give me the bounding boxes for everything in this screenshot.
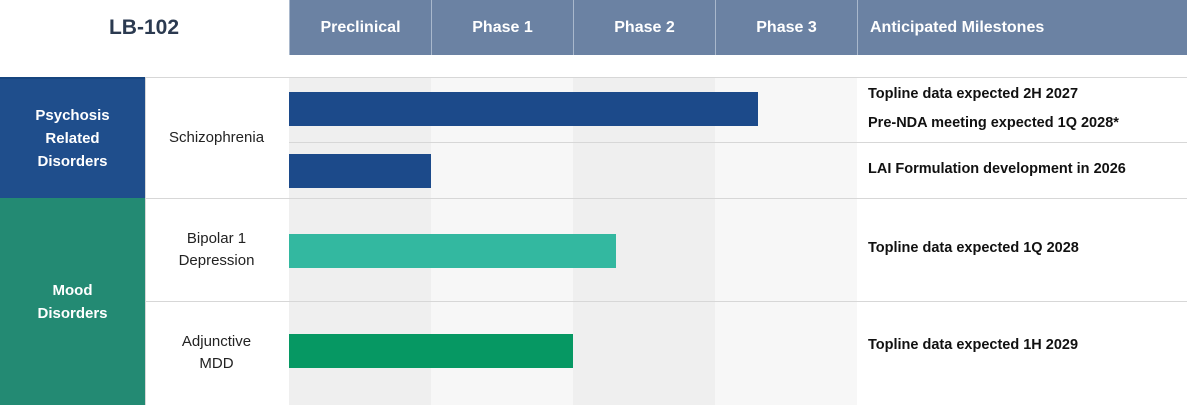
milestones-header: Anticipated Milestones — [857, 0, 1187, 55]
phase-header-phase-3: Phase 3 — [715, 0, 857, 55]
indication-bipolar: Bipolar 1 Depression — [145, 198, 288, 301]
row-divider — [145, 77, 1187, 78]
bar-adjunctive-mdd — [289, 334, 573, 368]
category-mood-line: Disorders — [37, 304, 108, 322]
indication-label: Bipolar 1 — [186, 229, 247, 247]
drug-title: LB-102 — [108, 15, 180, 39]
indication-label: Schizophrenia — [168, 128, 265, 146]
bar-schizophrenia — [289, 92, 758, 126]
bar-schizophrenia-lai — [289, 154, 431, 188]
category-psychosis-line: Psychosis — [35, 107, 110, 124]
category-mood: Mood Disorders — [0, 198, 145, 405]
indication-label: Depression — [178, 251, 255, 269]
milestone-text: LAI Formulation development in 2026 — [868, 161, 1126, 177]
phase-header-phase-2: Phase 2 — [573, 0, 715, 55]
bar-bipolar-depression — [289, 234, 616, 268]
phase-header-preclinical: Preclinical — [289, 0, 431, 55]
category-psychosis-line: Disorders — [37, 153, 108, 170]
milestone-text: Pre-NDA meeting expected 1Q 2028* — [868, 115, 1119, 131]
indication-divider — [145, 77, 146, 405]
phase-header-phase-1: Phase 1 — [431, 0, 573, 55]
milestone-text: Topline data expected 1H 2029 — [868, 337, 1079, 353]
row-divider — [145, 198, 1187, 199]
milestone-text: Topline data expected 1Q 2028 — [868, 240, 1079, 256]
indication-label: MDD — [199, 355, 234, 372]
category-mood-line: Mood — [52, 281, 93, 299]
category-psychosis-line: Related — [45, 130, 100, 147]
indication-schizophrenia: Schizophrenia — [145, 77, 288, 198]
indication-mdd: Adjunctive MDD — [145, 301, 288, 405]
row-divider — [289, 142, 1187, 143]
row-divider — [145, 301, 1187, 302]
category-psychosis: Psychosis Related Disorders — [0, 77, 145, 198]
milestone-text: Topline data expected 2H 2027 — [868, 86, 1079, 102]
column-shade-phase-3 — [715, 77, 857, 405]
indication-label: Adjunctive — [181, 333, 252, 350]
